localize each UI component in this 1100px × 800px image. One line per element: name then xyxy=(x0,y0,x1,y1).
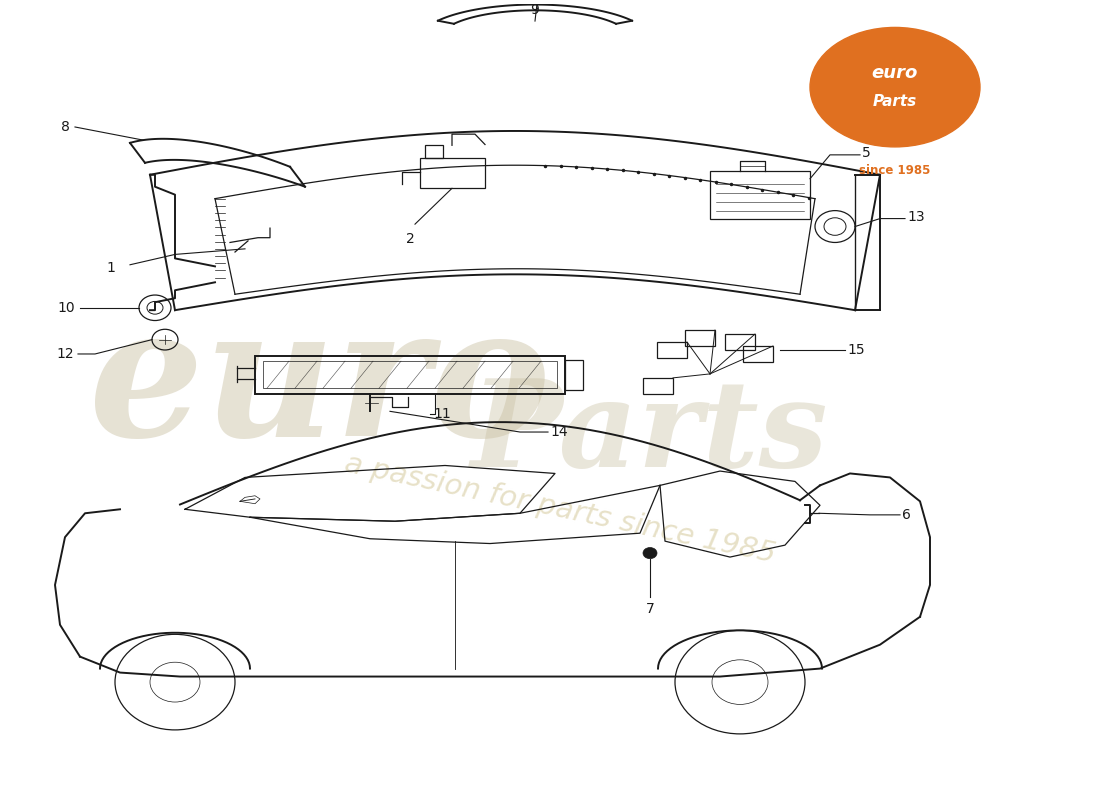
Bar xyxy=(255,355,565,394)
Bar xyxy=(420,158,485,188)
Bar xyxy=(657,342,688,358)
Text: euro: euro xyxy=(872,64,918,82)
Text: 12: 12 xyxy=(56,347,74,361)
Text: 1: 1 xyxy=(106,261,116,275)
Text: 13: 13 xyxy=(908,210,925,224)
Bar xyxy=(565,359,583,390)
Ellipse shape xyxy=(810,27,980,147)
Text: 11: 11 xyxy=(433,406,451,421)
Bar xyxy=(425,146,443,158)
Bar xyxy=(725,334,755,350)
Text: 5: 5 xyxy=(862,146,871,160)
Text: 6: 6 xyxy=(902,508,911,522)
Bar xyxy=(644,378,673,394)
Text: Parts: Parts xyxy=(873,94,917,109)
Text: euro: euro xyxy=(89,298,551,474)
Text: 14: 14 xyxy=(550,425,568,439)
Text: 9: 9 xyxy=(530,3,539,17)
Text: 2: 2 xyxy=(406,232,415,246)
Bar xyxy=(685,330,715,346)
Text: 8: 8 xyxy=(62,120,70,134)
Bar xyxy=(710,170,810,218)
Circle shape xyxy=(644,547,657,558)
Text: 10: 10 xyxy=(57,301,75,314)
Text: 15: 15 xyxy=(847,343,865,357)
Text: a passion for parts since 1985: a passion for parts since 1985 xyxy=(342,450,778,569)
Text: 7: 7 xyxy=(646,602,654,617)
Text: Parts: Parts xyxy=(471,374,828,493)
Bar xyxy=(263,361,557,388)
Bar xyxy=(742,346,773,362)
Text: since 1985: since 1985 xyxy=(859,165,931,178)
